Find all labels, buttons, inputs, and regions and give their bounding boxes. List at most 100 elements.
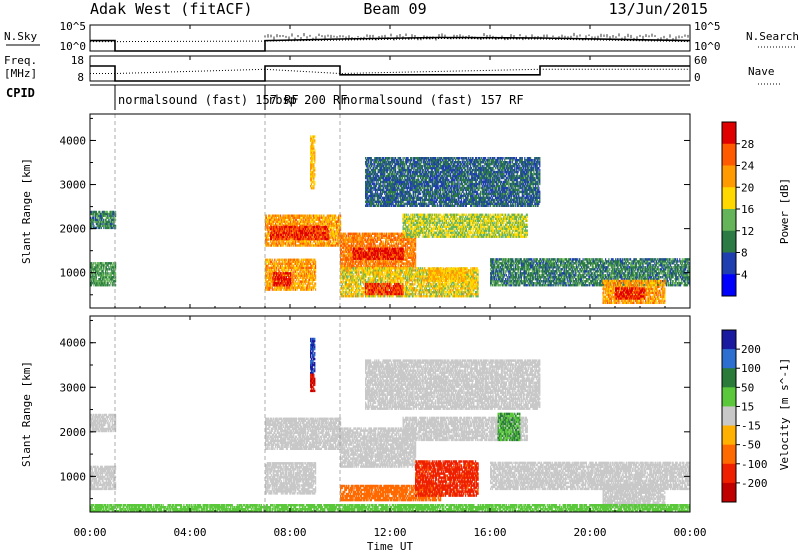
heat-cell [294, 240, 296, 243]
heat-cell [373, 236, 375, 239]
heat-cell [319, 244, 321, 247]
heat-cell [348, 260, 350, 263]
heat-cell [375, 249, 377, 252]
heat-cell [369, 247, 371, 250]
heat-cell [300, 237, 302, 241]
heat-cell [344, 254, 346, 257]
heat-cell [290, 233, 292, 237]
heat-cell [348, 238, 350, 241]
heat-cell [279, 262, 281, 265]
heat-cell [277, 278, 279, 281]
heat-cell [293, 220, 295, 223]
heat-cell [344, 238, 346, 241]
heat-cell [292, 216, 294, 219]
heat-cell [293, 258, 295, 261]
heat-cell [325, 235, 327, 239]
heat-cell [403, 235, 405, 238]
heat-cell [280, 227, 282, 231]
heat-cell [105, 226, 107, 230]
heat-cell [413, 264, 415, 267]
heat-cell [370, 255, 372, 258]
heat-cell [318, 216, 320, 219]
heat-cell [270, 280, 272, 283]
heat-cell [106, 272, 108, 275]
heat-cell [270, 268, 272, 271]
heat-cell [324, 218, 326, 221]
heat-cell [272, 282, 274, 285]
heat-cell [383, 255, 385, 258]
heat-cell [265, 240, 267, 243]
heat-cell [289, 276, 291, 279]
heat-cell [97, 220, 99, 224]
heat-cell [373, 247, 375, 250]
heat-cell [272, 280, 274, 283]
heat-cell [396, 238, 398, 241]
heat-cell [95, 282, 97, 285]
heat-cell [91, 264, 93, 267]
heat-cell [270, 276, 272, 279]
heat-cell [390, 257, 392, 260]
heat-cell [414, 252, 416, 255]
heat-cell [109, 284, 111, 287]
heat-cell [109, 220, 111, 224]
heat-cell [293, 240, 295, 243]
heat-cell [326, 224, 328, 227]
heat-cell [425, 225, 427, 228]
heat-cell [92, 276, 94, 279]
heat-cell [420, 227, 422, 230]
heat-cell [360, 260, 362, 263]
heat-cell [385, 232, 387, 235]
heat-cell [353, 247, 355, 250]
heat-cell [279, 274, 281, 277]
heat-cell [351, 234, 353, 237]
heat-cell [430, 213, 432, 216]
heat-cell [275, 266, 277, 269]
heat-cell [280, 280, 282, 283]
heat-cell [340, 232, 342, 235]
heat-cell [391, 232, 393, 235]
heat-cell [270, 272, 272, 275]
heat-cell [302, 220, 304, 223]
heat-cell [270, 278, 272, 281]
heat-cell [378, 232, 380, 235]
heat-cell [299, 244, 301, 247]
heat-cell [315, 218, 317, 221]
heat-cell [394, 238, 396, 241]
heat-cell [95, 282, 97, 285]
heat-cell [298, 235, 300, 239]
heat-cell [338, 216, 340, 219]
heat-cell [401, 232, 403, 235]
heat-cell [110, 266, 112, 269]
heat-cell [280, 244, 282, 247]
heat-cell [95, 272, 97, 275]
heat-cell [92, 214, 94, 218]
heat-cell [291, 233, 293, 237]
heat-cell [333, 244, 335, 247]
heat-cell [275, 225, 277, 229]
heat-cell [115, 214, 117, 218]
heat-cell [310, 260, 312, 263]
heat-cell [368, 255, 370, 258]
heat-cell [274, 214, 276, 217]
heat-cell [397, 247, 399, 250]
heat-cell [302, 240, 304, 243]
heat-cell [363, 253, 365, 256]
heat-cell [280, 258, 282, 261]
heat-cell [288, 286, 290, 289]
heat-cell [345, 260, 347, 263]
heat-cell [411, 250, 413, 253]
heat-cell [278, 286, 280, 289]
heat-cell [303, 262, 305, 265]
heat-cell [290, 224, 292, 227]
heat-cell [275, 242, 277, 245]
heat-cell [415, 219, 417, 222]
heat-cell [413, 213, 415, 216]
heat-cell [310, 218, 312, 221]
heat-cell [334, 222, 336, 225]
heat-cell [354, 236, 356, 239]
heat-cell [414, 219, 416, 222]
heat-cell [427, 233, 429, 236]
heat-cell [390, 251, 392, 254]
heat-cell [298, 278, 300, 281]
heat-cell [337, 216, 339, 219]
